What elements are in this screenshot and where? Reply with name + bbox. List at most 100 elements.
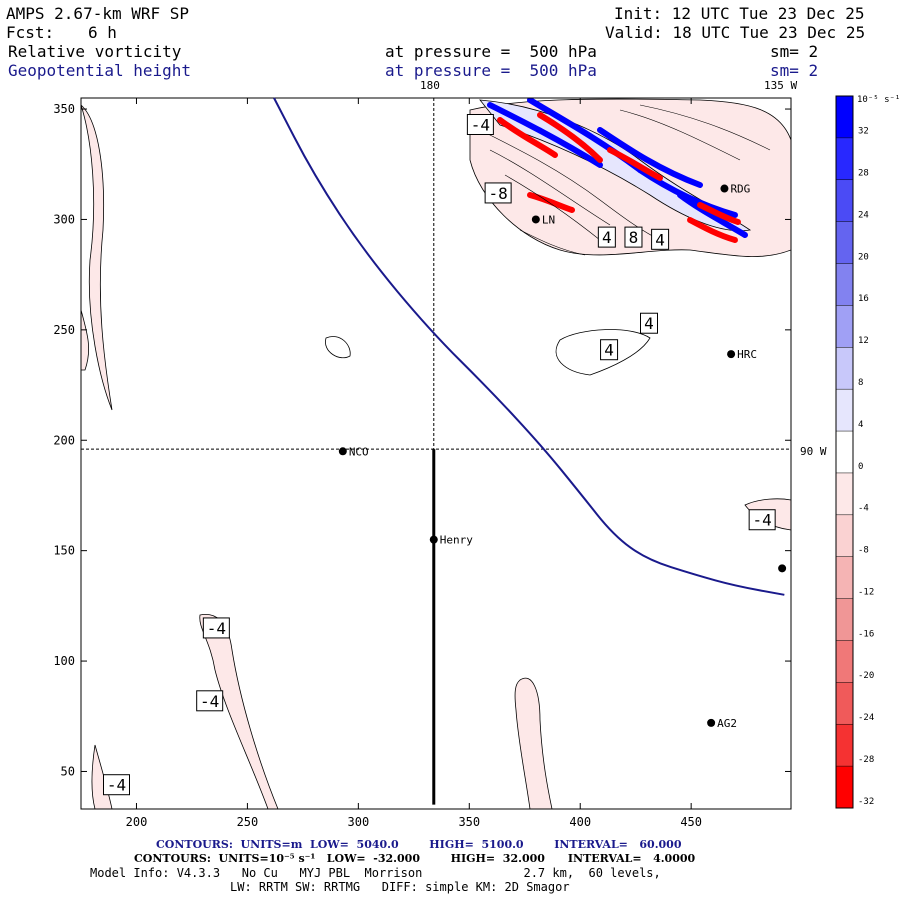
colorbar-unit-label: 10⁻⁵ s⁻¹ — [857, 95, 900, 105]
colorbar-tick-label: -8 — [858, 546, 869, 556]
footer-line2: CONTOURS: UNITS=10⁻⁵ s⁻¹ LOW= -32.000 HI… — [134, 852, 696, 865]
sm1-label: sm= 2 — [770, 42, 819, 61]
contour-label: 4 — [655, 230, 665, 249]
station-label: HRC — [737, 348, 757, 361]
y-axis: 50 100 150 200 250 300 350 — [53, 102, 791, 778]
colorbar-swatch — [836, 640, 853, 683]
station-marker — [707, 718, 716, 727]
valid-time: Valid: 18 UTC Tue 23 Dec 25 — [605, 23, 866, 42]
station-label: RDG — [730, 183, 750, 196]
colorbar-swatch — [836, 96, 853, 138]
colorbar-tick-label: -4 — [858, 504, 869, 514]
station-marker — [531, 215, 540, 224]
station-label: AG2 — [717, 717, 737, 730]
stations: NCO Henry HRC RDG LN AG2 — [338, 183, 787, 730]
station-marker — [429, 535, 438, 544]
colorbar-swatch — [836, 472, 853, 515]
contour-labels: -4-84 8 444-4-4-4-4 — [103, 113, 776, 796]
colorbar-swatch — [836, 598, 853, 641]
y-tick-label: 250 — [53, 323, 75, 337]
height-contour-line — [273, 97, 785, 596]
colorbar-tick-label: -28 — [858, 755, 874, 765]
contour-label: -4 — [753, 511, 772, 530]
footer-line4: LW: RRTM SW: RRTMG DIFF: simple KM: 2D S… — [230, 880, 570, 894]
y-tick-label: 50 — [61, 764, 75, 778]
colorbar-swatch — [836, 724, 853, 767]
y-tick-label: 100 — [53, 654, 75, 668]
lon-180-label: 180 — [420, 79, 440, 92]
station-marker — [338, 447, 347, 456]
colorbar-tick-label: -12 — [858, 587, 874, 597]
contour-label-box — [484, 182, 512, 204]
colorbar-swatch — [836, 766, 853, 808]
colorbar-swatch — [836, 389, 853, 432]
y-tick-label: 300 — [53, 212, 75, 226]
footer-line1: CONTOURS: UNITS=m LOW= 5040.0 HIGH= 5100… — [156, 838, 682, 851]
station-marker — [778, 564, 787, 573]
fcst-label: Fcst: — [6, 23, 55, 42]
x-tick-label: 200 — [126, 815, 148, 829]
colorbar-swatch — [836, 347, 853, 390]
colorbar-tick-label: 4 — [858, 420, 863, 430]
y-tick-label: 350 — [53, 102, 75, 116]
contour-label: 4 — [602, 228, 612, 247]
contour-label: 8 — [629, 228, 639, 247]
station-label: Henry — [440, 534, 473, 547]
colorbar-tick-label: -16 — [858, 629, 874, 639]
y-tick-label: 200 — [53, 433, 75, 447]
contour-label-box — [748, 509, 776, 531]
colorbar-tick-label: 20 — [858, 252, 869, 262]
colorbar: 32 28 24 20 16 12 8 4 0 -4 -8 -12 -16 -20 -24 -28 -32 — [835, 95, 874, 809]
contour-label-box — [196, 690, 224, 712]
colorbar-tick-label: -32 — [858, 797, 874, 807]
colorbar-tick-label: 12 — [858, 336, 869, 346]
contour-label-box — [640, 312, 658, 334]
contour-label: -4 — [200, 692, 219, 711]
lon-135w-label: 135 W — [764, 79, 798, 92]
colorbar-swatch — [836, 431, 853, 473]
colorbar-tick-label: 32 — [858, 127, 869, 137]
vorticity-shading — [81, 98, 791, 809]
colorbar-swatch — [836, 221, 853, 264]
x-tick-label: 400 — [569, 815, 591, 829]
contour-label-box — [202, 617, 230, 639]
model-title: AMPS 2.67-km WRF SP — [6, 4, 190, 23]
x-tick-label: 450 — [680, 815, 702, 829]
footer-line3: Model Info: V4.3.3 No Cu MYJ PBL Morriso… — [90, 866, 661, 880]
station-marker — [720, 184, 729, 193]
field1-label: Relative vorticity — [8, 42, 182, 61]
contour-label: -4 — [471, 115, 490, 134]
pressure1-label: at pressure = 500 hPa — [385, 42, 597, 61]
contour-label-box — [103, 774, 130, 796]
x-axis: 200 250 300 350 400 450 — [126, 98, 702, 829]
y-tick-label: 150 — [53, 544, 75, 558]
field2-label: Geopotential height — [8, 61, 192, 80]
contour-label: 4 — [644, 314, 654, 333]
contour-label-box — [651, 228, 670, 250]
contour-label: -8 — [488, 184, 507, 203]
colorbar-swatch — [836, 305, 853, 348]
station-label: NCO — [349, 445, 369, 458]
x-tick-label: 250 — [237, 815, 259, 829]
x-tick-label: 300 — [348, 815, 370, 829]
contour-label: -4 — [207, 619, 226, 638]
colorbar-swatch — [836, 179, 853, 222]
colorbar-swatch — [836, 514, 853, 557]
pressure2-label: at pressure = 500 hPa — [385, 61, 597, 80]
colorbar-tick-label: 28 — [858, 169, 869, 179]
reference-lines — [81, 98, 791, 805]
colorbar-swatch — [836, 682, 853, 725]
colorbar-tick-label: 24 — [858, 210, 869, 220]
colorbar-swatch — [836, 556, 853, 599]
colorbar-tick-label: 8 — [858, 378, 863, 388]
station-marker — [727, 350, 736, 359]
colorbar-tick-label: 0 — [858, 462, 863, 472]
fcst-value: 6 h — [88, 23, 117, 42]
colorbar-tick-label: -24 — [858, 713, 874, 723]
colorbar-tick-label: 16 — [858, 294, 869, 304]
lat-90w-label: 90 W — [800, 445, 827, 458]
colorbar-tick-label: -20 — [858, 671, 874, 681]
geopotential-height-contour — [273, 97, 785, 596]
colorbar-frame — [835, 95, 854, 809]
